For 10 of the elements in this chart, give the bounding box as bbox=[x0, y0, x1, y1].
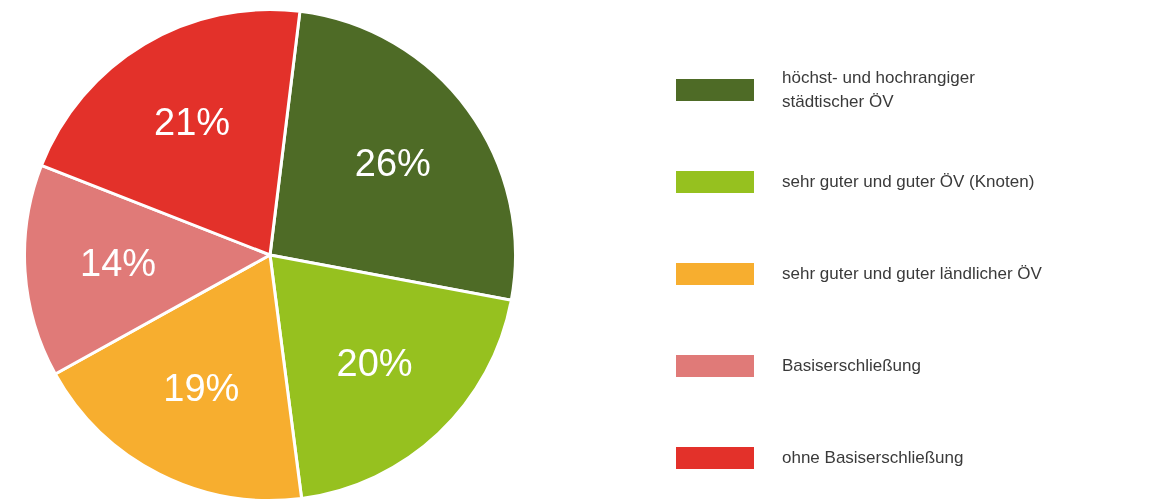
data-label: 14% bbox=[80, 241, 157, 284]
legend-label: Basiserschließung bbox=[782, 355, 922, 377]
data-label: 21% bbox=[154, 100, 231, 143]
data-label: 19% bbox=[163, 367, 240, 410]
legend-label: sehr guter und guter ÖV (Knoten) bbox=[782, 171, 1036, 193]
data-label: 26% bbox=[354, 141, 431, 184]
legend-label: sehr guter und guter ländlicher ÖV bbox=[782, 263, 1043, 285]
legend-label: höchst- und hochrangiger städtischer ÖV bbox=[782, 67, 976, 113]
legend-label: ohne Basiserschließung bbox=[782, 447, 965, 469]
data-label: 20% bbox=[336, 342, 413, 385]
